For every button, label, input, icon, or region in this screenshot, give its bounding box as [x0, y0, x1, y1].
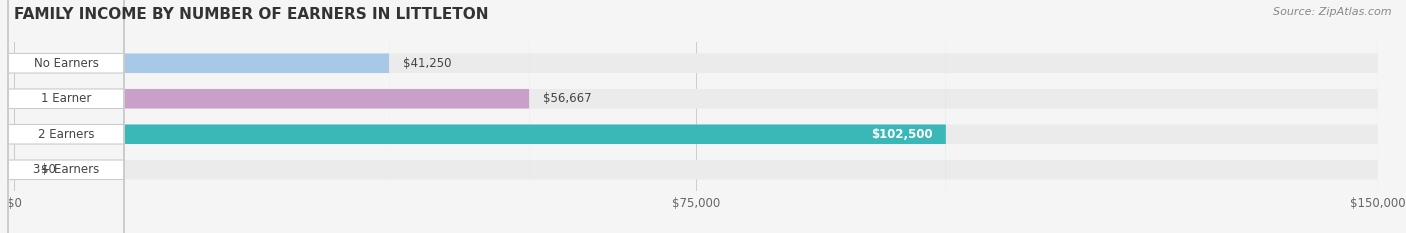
FancyBboxPatch shape [14, 0, 1378, 233]
Text: 1 Earner: 1 Earner [41, 92, 91, 105]
FancyBboxPatch shape [14, 0, 529, 233]
Text: 3+ Earners: 3+ Earners [34, 163, 100, 176]
FancyBboxPatch shape [14, 0, 1378, 233]
Text: No Earners: No Earners [34, 57, 98, 70]
FancyBboxPatch shape [14, 0, 1378, 233]
Text: $0: $0 [41, 163, 56, 176]
Text: Source: ZipAtlas.com: Source: ZipAtlas.com [1274, 7, 1392, 17]
Text: $41,250: $41,250 [402, 57, 451, 70]
FancyBboxPatch shape [14, 0, 1378, 233]
FancyBboxPatch shape [8, 0, 124, 233]
FancyBboxPatch shape [8, 0, 124, 233]
Text: FAMILY INCOME BY NUMBER OF EARNERS IN LITTLETON: FAMILY INCOME BY NUMBER OF EARNERS IN LI… [14, 7, 488, 22]
Text: $102,500: $102,500 [870, 128, 932, 141]
FancyBboxPatch shape [14, 0, 389, 233]
Text: 2 Earners: 2 Earners [38, 128, 94, 141]
FancyBboxPatch shape [14, 0, 946, 233]
Text: $56,667: $56,667 [543, 92, 592, 105]
FancyBboxPatch shape [8, 0, 124, 233]
FancyBboxPatch shape [8, 0, 124, 233]
